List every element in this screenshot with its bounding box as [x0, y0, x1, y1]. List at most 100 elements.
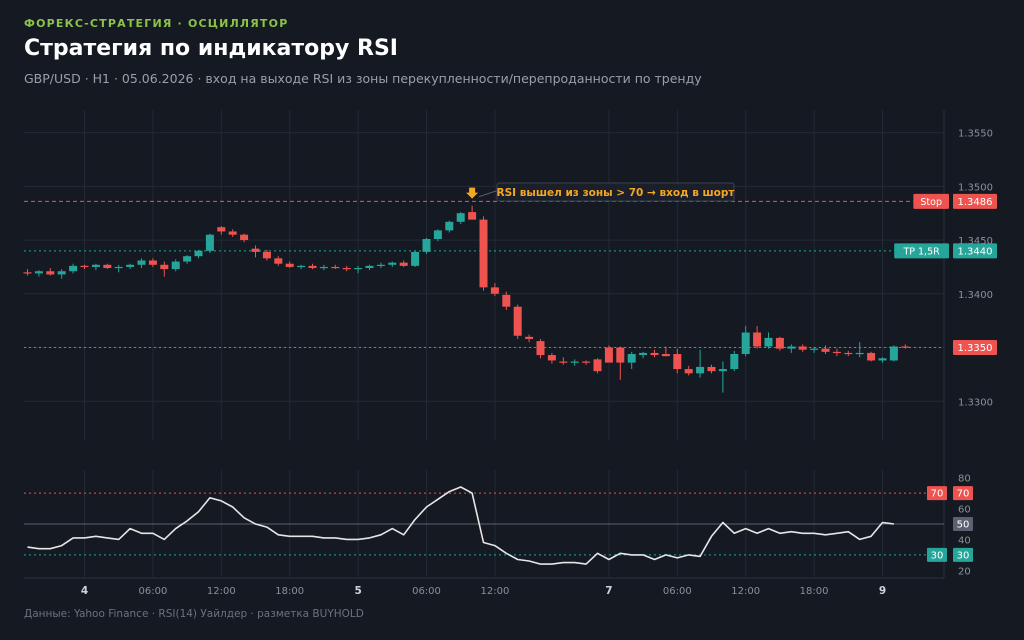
candle-body	[502, 294, 511, 307]
candle	[639, 351, 648, 359]
candle-body	[240, 234, 249, 241]
candle	[844, 350, 853, 357]
candle-body	[251, 248, 260, 252]
candle-body	[582, 361, 591, 363]
candle	[148, 258, 157, 267]
annotation-text: RSI вышел из зоны > 70 → вход в шорт	[496, 187, 735, 199]
rsi-30-value-box	[953, 547, 973, 562]
candle-body	[753, 332, 762, 347]
candle-body	[46, 271, 55, 275]
candle	[137, 258, 146, 269]
candle	[627, 351, 636, 370]
candle	[445, 220, 454, 233]
candle-body	[114, 266, 123, 269]
candle	[502, 291, 511, 310]
candle	[718, 361, 727, 393]
candle	[114, 264, 123, 273]
x-tick-label: 7	[605, 585, 612, 597]
candle-body	[821, 348, 830, 352]
candle-body	[365, 265, 374, 269]
subtitle: GBP/USD · H1 · 05.06.2026 · вход на выхо…	[24, 71, 702, 86]
candle	[889, 345, 898, 362]
candle	[240, 233, 249, 243]
candle	[103, 263, 112, 270]
candle-body	[228, 231, 237, 235]
candle-body	[217, 227, 226, 232]
annotation-box	[496, 182, 735, 202]
candle	[479, 216, 488, 291]
candle	[297, 264, 306, 270]
candle	[468, 205, 477, 220]
x-tick-label: 4	[81, 585, 88, 597]
candle-body	[422, 238, 431, 252]
candle-body	[616, 347, 625, 363]
kicker: ФОРЕКС-СТРАТЕГИЯ · ОСЦИЛЛЯТОР	[24, 17, 289, 30]
candle	[582, 360, 591, 365]
candle	[593, 358, 602, 374]
candle	[46, 268, 55, 276]
x-tick-label: 06:00	[412, 586, 441, 597]
candle	[798, 344, 807, 352]
candle-body	[901, 346, 910, 348]
candle	[57, 269, 66, 279]
candle-body	[696, 366, 705, 374]
candle-body	[673, 354, 682, 370]
candle	[91, 263, 100, 271]
candle	[821, 345, 830, 355]
rsi-y-tick-label: 20	[958, 566, 971, 577]
candle	[867, 351, 876, 362]
candle	[69, 263, 78, 274]
candle-body	[411, 251, 420, 266]
candle-body	[810, 348, 819, 350]
rsi-y-tick-label: 80	[958, 474, 971, 485]
candle	[673, 348, 682, 374]
candle-body	[570, 361, 579, 363]
candle	[160, 261, 169, 277]
x-tick-label: 12:00	[480, 586, 509, 597]
candle	[775, 336, 784, 351]
stop-label: Stop	[920, 197, 942, 208]
candle-body	[103, 264, 112, 269]
candle-body	[456, 213, 465, 222]
candle-body	[91, 264, 100, 267]
candle-body	[878, 358, 887, 361]
candle	[513, 304, 522, 339]
candle-body	[855, 352, 864, 355]
rsi-30-label-box	[927, 547, 947, 562]
candle-body	[274, 258, 283, 264]
candle	[171, 259, 180, 272]
candle	[433, 229, 442, 242]
y-tick-label: 1.3500	[958, 182, 993, 193]
candle-body	[148, 260, 157, 265]
candle-body	[775, 337, 784, 349]
candle	[411, 250, 420, 267]
candle-body	[331, 266, 340, 269]
candle-body	[559, 361, 568, 363]
candle-body	[285, 263, 294, 267]
x-tick-label: 9	[879, 585, 886, 597]
candle	[331, 264, 340, 270]
candle	[787, 344, 796, 353]
candle	[422, 237, 431, 255]
candle	[251, 245, 260, 258]
candle-body	[513, 306, 522, 336]
candle	[696, 349, 705, 378]
candle	[342, 265, 351, 272]
candle-body	[376, 264, 385, 266]
candle	[525, 334, 534, 343]
candle	[730, 350, 739, 372]
candle-body	[844, 352, 853, 355]
candle-body	[205, 234, 214, 251]
x-tick-label: 06:00	[138, 586, 167, 597]
candle	[810, 347, 819, 353]
candle	[753, 326, 762, 349]
candle-body	[23, 272, 32, 274]
candle-body	[354, 268, 363, 270]
entry-value-box	[953, 340, 997, 356]
take-profit-value-box	[953, 243, 997, 259]
candle-body	[661, 354, 670, 357]
candle-body	[547, 355, 556, 361]
x-tick-label: 18:00	[275, 586, 304, 597]
y-tick-label: 1.3400	[958, 290, 993, 301]
